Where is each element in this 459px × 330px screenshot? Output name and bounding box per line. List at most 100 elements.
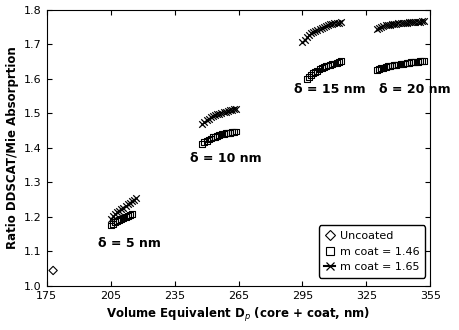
Point [118, 216, 125, 221]
Point [411, 19, 418, 25]
Point [215, 111, 223, 116]
Point [403, 20, 410, 25]
Point [119, 205, 127, 210]
Point [390, 63, 397, 68]
Point [124, 213, 131, 218]
Point [228, 107, 235, 113]
Point [304, 32, 312, 38]
Point [415, 19, 422, 24]
Point [202, 117, 210, 123]
Point [390, 21, 397, 27]
Point [111, 219, 118, 225]
Point [232, 129, 240, 134]
Point [205, 116, 212, 121]
Point [375, 25, 382, 30]
Text: δ = 10 nm: δ = 10 nm [189, 152, 261, 165]
Point [417, 59, 425, 64]
Point [396, 21, 403, 26]
Point [324, 22, 331, 28]
Point [124, 202, 131, 207]
Point [381, 64, 388, 70]
Point [126, 200, 133, 205]
Point [326, 62, 333, 68]
Point [315, 67, 323, 72]
Point [394, 21, 401, 26]
Point [326, 22, 333, 27]
Point [209, 135, 216, 140]
Point [113, 218, 120, 224]
Point [398, 61, 405, 66]
Point [407, 20, 414, 25]
Legend: Uncoated, m coat = 1.46, m coat = 1.65: Uncoated, m coat = 1.46, m coat = 1.65 [318, 225, 424, 278]
Point [207, 136, 214, 141]
Point [386, 63, 393, 69]
Point [396, 61, 403, 67]
Point [304, 74, 312, 79]
Point [211, 134, 218, 139]
Point [315, 26, 323, 31]
Point [377, 24, 384, 29]
Point [307, 72, 314, 78]
Point [415, 59, 422, 64]
Point [205, 137, 212, 142]
Point [407, 60, 414, 65]
X-axis label: Volume Equivalent D$_p$ (core + coat, nm): Volume Equivalent D$_p$ (core + coat, nm… [106, 307, 370, 324]
Point [392, 21, 399, 26]
Point [226, 130, 233, 135]
Point [334, 59, 341, 65]
Point [420, 19, 427, 24]
Point [107, 216, 114, 221]
Point [398, 20, 405, 26]
Point [211, 113, 218, 118]
Point [202, 138, 210, 144]
Point [213, 133, 220, 138]
Y-axis label: Ratio DDSCAT/Mie Absorprtion: Ratio DDSCAT/Mie Absorprtion [6, 47, 18, 249]
Point [409, 19, 416, 25]
Point [373, 67, 380, 73]
Point [109, 214, 116, 219]
Point [213, 112, 220, 117]
Point [122, 214, 129, 219]
Point [200, 119, 207, 124]
Point [115, 217, 123, 222]
Point [328, 61, 335, 67]
Text: δ = 15 nm: δ = 15 nm [293, 83, 365, 96]
Point [126, 213, 133, 218]
Point [232, 107, 240, 112]
Point [377, 66, 384, 71]
Point [115, 208, 123, 213]
Point [226, 108, 233, 113]
Point [222, 131, 229, 136]
Point [228, 130, 235, 135]
Point [375, 66, 382, 72]
Point [417, 19, 425, 24]
Point [330, 61, 337, 66]
Point [109, 221, 116, 226]
Point [319, 65, 327, 70]
Point [387, 63, 395, 68]
Point [311, 69, 318, 74]
Point [420, 58, 427, 64]
Point [128, 212, 135, 217]
Point [317, 25, 325, 30]
Point [300, 37, 308, 42]
Point [311, 28, 318, 33]
Point [230, 129, 237, 135]
Point [309, 71, 316, 76]
Point [411, 59, 418, 64]
Point [224, 108, 231, 114]
Point [298, 40, 306, 45]
Point [222, 109, 229, 114]
Point [118, 207, 125, 212]
Point [313, 27, 320, 32]
Point [330, 21, 337, 26]
Point [383, 64, 391, 69]
Point [219, 110, 227, 115]
Point [404, 60, 412, 65]
Point [198, 121, 206, 126]
Point [322, 64, 329, 69]
Point [324, 63, 331, 68]
Point [130, 197, 138, 202]
Point [381, 23, 388, 28]
Point [319, 24, 327, 29]
